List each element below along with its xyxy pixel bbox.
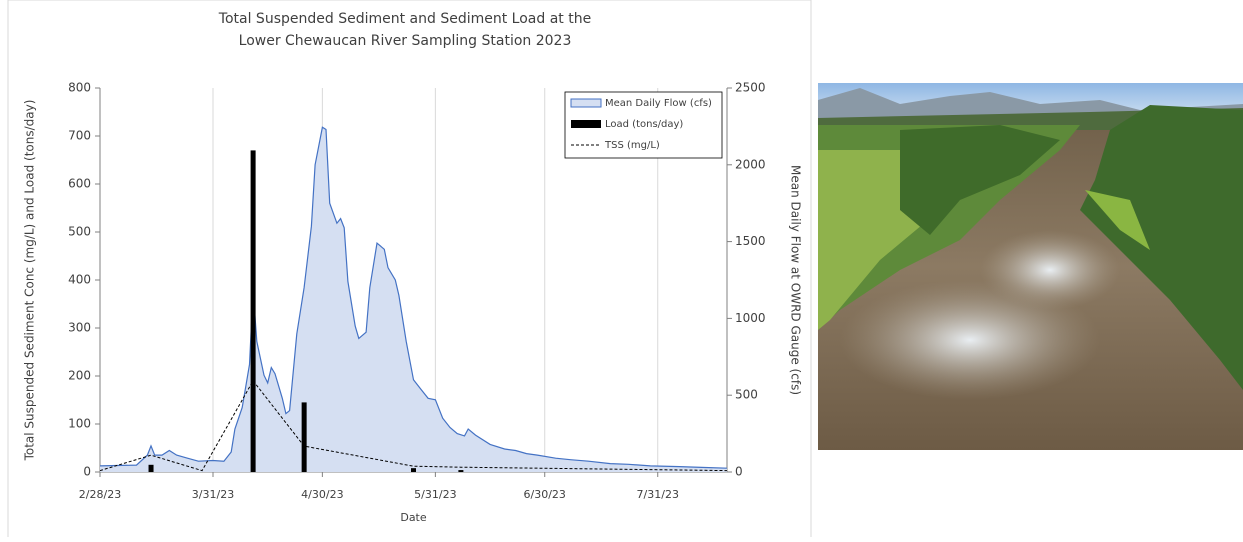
- legend-label: Mean Daily Flow (cfs): [605, 98, 712, 109]
- y-tick-label: 600: [68, 177, 91, 191]
- y-tick-label: 400: [68, 273, 91, 287]
- x-tick-label: 6/30/23: [524, 488, 566, 501]
- y2-tick-label: 500: [735, 388, 758, 402]
- chart-title: Total Suspended Sediment and Sediment Lo…: [218, 11, 591, 27]
- x-tick-label: 4/30/23: [301, 488, 343, 501]
- x-tick-label: 2/28/23: [79, 488, 121, 501]
- bar: [302, 402, 307, 472]
- x-tick-label: 7/31/23: [637, 488, 679, 501]
- y2-axis-label: Mean Daily Flow at OWRD Gauge (cfs): [789, 165, 803, 395]
- chart-title: Lower Chewaucan River Sampling Station 2…: [239, 33, 572, 49]
- y2-tick-label: 2500: [735, 81, 766, 95]
- y-tick-label: 800: [68, 81, 91, 95]
- bar: [458, 470, 463, 472]
- figure: Total Suspended Sediment and Sediment Lo…: [0, 0, 1243, 537]
- legend-label: TSS (mg/L): [604, 140, 660, 151]
- photo: [818, 83, 1243, 450]
- y2-tick-label: 0: [735, 465, 743, 479]
- y-tick-label: 300: [68, 321, 91, 335]
- legend-label: Load (tons/day): [605, 119, 683, 130]
- y-tick-label: 500: [68, 225, 91, 239]
- y2-tick-label: 1000: [735, 311, 766, 325]
- bar: [411, 468, 416, 472]
- x-tick-label: 5/31/23: [414, 488, 456, 501]
- y2-tick-label: 1500: [735, 234, 766, 248]
- y-tick-label: 200: [68, 369, 91, 383]
- x-tick-label: 3/31/23: [192, 488, 234, 501]
- page: {"chart_data": { "type": "combo", "title…: [0, 0, 1243, 542]
- bar: [251, 150, 256, 472]
- y2-tick-label: 2000: [735, 157, 766, 171]
- y-tick-label: 700: [68, 129, 91, 143]
- y-tick-label: 100: [68, 417, 91, 431]
- y-axis-label: Total Suspended Sediment Conc (mg/L) and…: [23, 100, 37, 462]
- y-tick-label: 0: [83, 465, 91, 479]
- bar: [149, 465, 154, 472]
- legend-swatch: [571, 99, 601, 107]
- legend-swatch: [571, 120, 601, 128]
- x-axis-label: Date: [400, 511, 427, 524]
